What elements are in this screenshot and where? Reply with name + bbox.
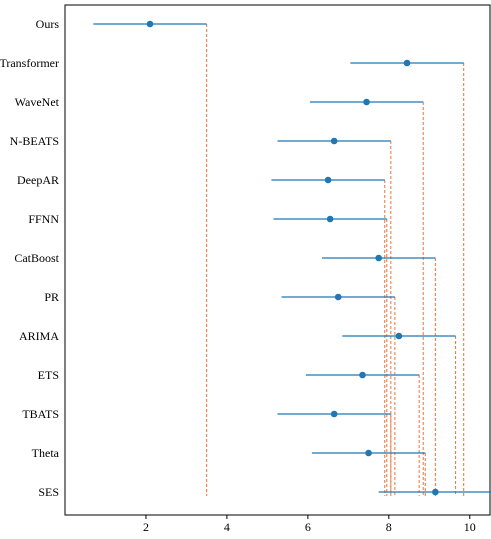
method-label: TBATS [22,407,59,421]
method-label: Transformer [0,56,59,70]
mean-point [324,176,332,184]
mean-point [363,98,370,106]
mean-point [330,410,338,418]
mean-point [365,449,372,457]
method-label: DeepAR [17,173,59,187]
plot-frame [64,4,491,516]
method-label: ARIMA [19,329,59,343]
mean-point [146,20,154,28]
method-label: FFNN [28,212,59,226]
method-label: PR [44,290,59,304]
method-label: N-BEATS [10,134,59,148]
method-label: CatBoost [14,251,59,265]
mean-point [375,254,382,262]
mean-point [326,215,334,223]
x-tick-label: 10 [464,520,476,534]
method-label: Ours [36,17,60,31]
mean-point [403,59,411,67]
method-label: SES [38,485,59,499]
method-label: ETS [38,368,59,382]
x-tick-label: 6 [305,520,311,534]
method-label: Theta [32,446,60,460]
method-label: WaveNet [15,95,60,109]
x-tick-label: 8 [386,520,392,534]
mean-point [432,488,439,496]
x-tick-label: 4 [224,520,230,534]
mean-point [395,332,403,340]
mean-point [359,371,366,379]
mean-point [330,137,338,145]
mean-point [334,293,342,301]
x-tick-label: 2 [143,520,149,534]
